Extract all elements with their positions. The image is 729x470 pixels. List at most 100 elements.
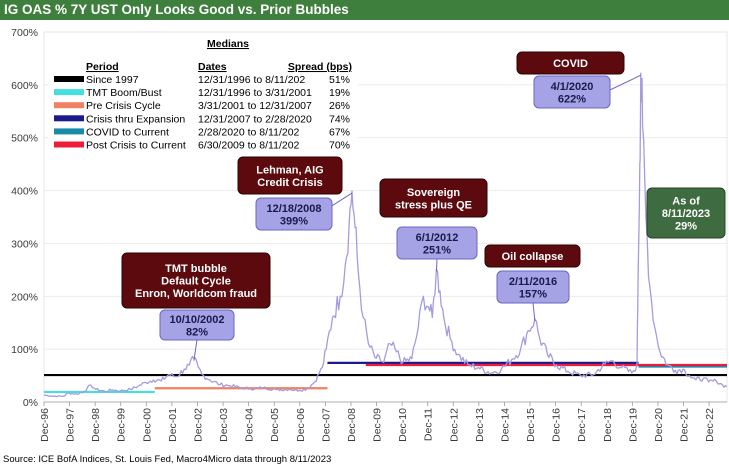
annotation-box bbox=[159, 309, 235, 341]
x-tick-label: Dec-10 bbox=[397, 408, 409, 442]
x-tick-label: Dec-19 bbox=[627, 408, 639, 442]
annotation-text: 251% bbox=[423, 244, 451, 256]
annotation-text: As of bbox=[672, 196, 700, 208]
x-tick-label: Dec-07 bbox=[320, 408, 332, 442]
legend-spread: 51% bbox=[329, 74, 350, 86]
x-tick-label: Dec-09 bbox=[372, 408, 384, 442]
annotation-box bbox=[255, 197, 333, 231]
annotation-text: 4/1/2020 bbox=[551, 81, 594, 93]
legend-spread: 70% bbox=[329, 140, 350, 152]
legend-swatch bbox=[54, 128, 84, 135]
legend-background bbox=[48, 34, 358, 146]
x-tick-label: Dec-12 bbox=[448, 408, 460, 442]
annotation-leader bbox=[435, 258, 438, 272]
x-tick-label: Dec-03 bbox=[218, 408, 230, 442]
x-tick-label: Dec-11 bbox=[423, 408, 435, 441]
legend-spread: 74% bbox=[329, 113, 350, 125]
annotation-text: Default Cycle bbox=[161, 276, 231, 288]
x-tick-label: Dec-16 bbox=[551, 408, 563, 442]
x-tick-label: Dec-21 bbox=[679, 408, 691, 442]
legend-swatch bbox=[54, 141, 84, 148]
x-tick-label: Dec-17 bbox=[576, 408, 588, 442]
annotation-text: 12/18/2008 bbox=[266, 203, 321, 215]
y-tick-label: 500% bbox=[11, 133, 38, 145]
y-tick-label: 200% bbox=[11, 291, 38, 303]
x-axis: Dec-96 Dec-97 Dec-98 Dec-99 Dec-00 Dec-01 Dec-… bbox=[39, 402, 716, 442]
legend-dates: 2/28/2020 to 8/11/202 bbox=[198, 126, 300, 138]
legend-header-dates: Dates bbox=[198, 61, 227, 73]
x-tick-label: Dec-02 bbox=[192, 408, 204, 442]
annotation-text: Lehman, AIG bbox=[256, 164, 323, 176]
legend-period: Pre Crisis Cycle bbox=[86, 100, 161, 112]
x-tick-label: Dec-15 bbox=[525, 408, 537, 442]
y-tick-label: 300% bbox=[11, 238, 38, 250]
annotation-text: 157% bbox=[519, 288, 547, 300]
x-tick-label: Dec-99 bbox=[116, 408, 128, 442]
annotation-leader bbox=[193, 339, 198, 361]
x-tick-label: Dec-20 bbox=[653, 408, 665, 442]
annotation-box bbox=[484, 244, 581, 268]
legend-header-period: Period bbox=[86, 61, 119, 73]
x-tick-label: Dec-06 bbox=[295, 408, 307, 442]
annotation-text: 29% bbox=[675, 221, 697, 233]
legend-period: Crisis thru Expansion bbox=[86, 113, 185, 125]
chart-area: 0%100%200%300%400%500%600%700% Dec-96 Dec… bbox=[11, 27, 728, 442]
legend-period: COVID to Current bbox=[86, 126, 169, 138]
legend-title: Medians bbox=[207, 38, 249, 50]
annotation-oil: Oil collapse bbox=[484, 244, 581, 268]
legend-swatch bbox=[54, 89, 84, 96]
annotation-leader bbox=[532, 302, 536, 322]
legend-dates: 12/31/1996 to 8/11/202 bbox=[198, 74, 305, 86]
annotation-box bbox=[237, 156, 343, 195]
annotation-text: COVID bbox=[553, 58, 588, 70]
legend-dates: 12/31/1996 to 3/31/2001 bbox=[198, 87, 312, 99]
series-layer bbox=[43, 72, 728, 398]
y-tick-label: 100% bbox=[11, 344, 38, 356]
medians-legend: Medians Period Dates Spread (bps) Since 1997… bbox=[48, 34, 358, 152]
legend-period: TMT Boom/Bust bbox=[86, 87, 162, 99]
legend-period: Since 1997 bbox=[86, 74, 139, 86]
x-tick-label: Dec-96 bbox=[39, 408, 51, 442]
annotation-text: Credit Crisis bbox=[257, 177, 322, 189]
annotation-text: 399% bbox=[280, 215, 308, 227]
series-line bbox=[43, 72, 728, 398]
annotation-text: 2/11/2016 bbox=[509, 276, 557, 288]
y-tick-label: 0% bbox=[23, 397, 38, 409]
annotation-text: 622% bbox=[558, 93, 586, 105]
chart-title: IG OAS % 7Y UST Only Looks Good vs. Prio… bbox=[0, 0, 729, 20]
legend-spread: 26% bbox=[329, 100, 350, 112]
legend-swatch bbox=[54, 76, 84, 82]
annotation-box bbox=[396, 226, 478, 260]
x-tick-label: Dec-05 bbox=[269, 408, 281, 442]
x-tick-label: Dec-98 bbox=[90, 408, 102, 442]
x-tick-label: Dec-13 bbox=[474, 408, 486, 442]
legend-header-spread: Spread (bps) bbox=[288, 61, 352, 73]
annotation-text: 10/10/2002 bbox=[169, 314, 224, 326]
annotation-text: 82% bbox=[186, 326, 208, 338]
x-tick-label: Dec-01 bbox=[167, 408, 179, 442]
legend-spread: 67% bbox=[329, 126, 350, 138]
x-tick-label: Dec-97 bbox=[65, 408, 77, 442]
legend-spread: 19% bbox=[329, 87, 350, 99]
annotation-box bbox=[516, 51, 625, 75]
legend-dates: 6/30/2009 to 8/11/202 bbox=[198, 140, 300, 152]
y-tick-label: 400% bbox=[11, 186, 38, 198]
y-tick-label: 600% bbox=[11, 80, 38, 92]
source-note: Source: ICE BofA Indices, St. Louis Fed,… bbox=[3, 454, 332, 465]
annotation-box bbox=[646, 187, 726, 239]
x-tick-label: Dec-00 bbox=[141, 408, 153, 442]
legend-period: Post Crisis to Current bbox=[86, 140, 186, 152]
annotation-box bbox=[496, 270, 570, 304]
annotation-box bbox=[533, 75, 611, 109]
annotation-covid: COVID bbox=[516, 51, 625, 75]
legend-dates: 12/31/2007 to 2/28/2020 bbox=[198, 113, 312, 125]
